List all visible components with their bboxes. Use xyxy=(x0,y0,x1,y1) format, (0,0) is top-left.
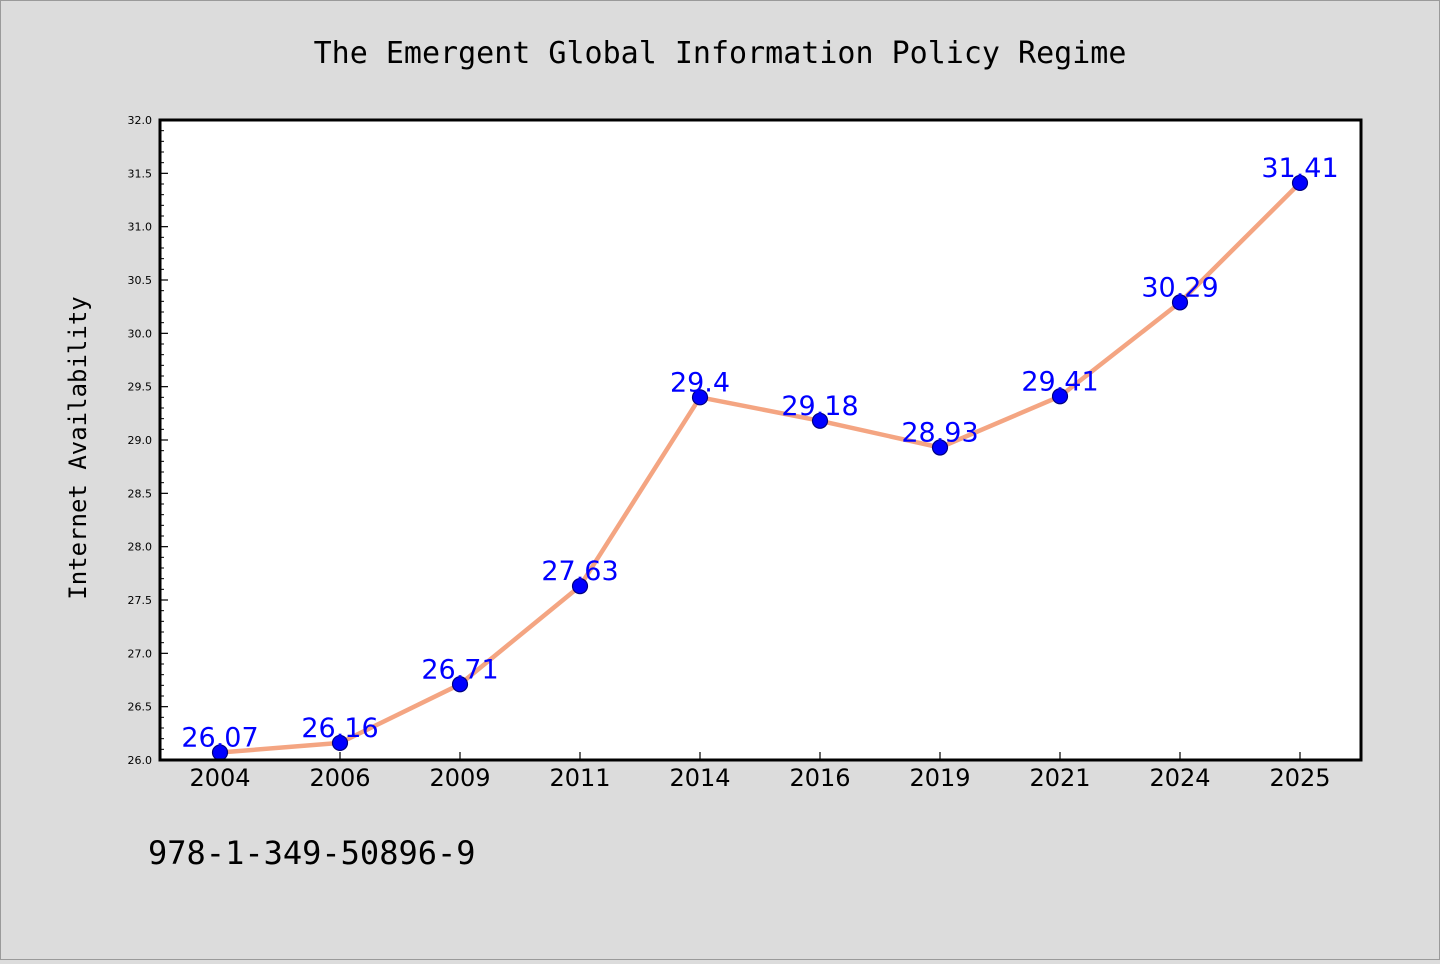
x-tick-label: 2014 xyxy=(669,764,730,792)
data-point-2021 xyxy=(1051,388,1069,405)
x-tick-label: 2011 xyxy=(549,764,610,792)
data-label-2009: 26.71 xyxy=(421,654,498,685)
x-tick-label: 2024 xyxy=(1149,764,1210,792)
data-point-2016 xyxy=(811,412,829,429)
y-tick-label: 26.0 xyxy=(128,754,153,767)
y-tick-label: 32.0 xyxy=(128,114,153,127)
x-tick-label: 2004 xyxy=(189,764,250,792)
y-tick-label: 28.0 xyxy=(128,541,153,554)
y-axis-ticks: 26.0 26.5 27.0 27.5 28.0 28.5 29.0 29.5 30.0 30.5… xyxy=(128,114,168,767)
data-labels: 26.07 26.16 26.71 27.63 29.4 29.18 28.93 29.41 3… xyxy=(181,153,1338,754)
y-tick-label: 30.0 xyxy=(128,327,153,340)
data-markers xyxy=(211,174,1309,761)
data-label-2011: 27.63 xyxy=(541,556,618,587)
y-tick-label: 31.5 xyxy=(128,167,153,180)
data-label-2004: 26.07 xyxy=(181,723,258,754)
x-tick-label: 2006 xyxy=(309,764,370,792)
data-point-2025 xyxy=(1291,174,1309,192)
y-tick-label: 30.5 xyxy=(128,274,153,287)
data-label-2019: 28.93 xyxy=(901,417,978,448)
y-tick-label: 29.5 xyxy=(128,381,153,394)
data-label-2014: 29.4 xyxy=(670,367,730,398)
y-tick-label: 26.5 xyxy=(128,701,153,714)
x-tick-label: 2016 xyxy=(789,764,850,792)
data-label-2016: 29.18 xyxy=(781,391,858,422)
data-point-2019 xyxy=(931,439,949,456)
data-point-2011 xyxy=(571,578,589,595)
y-tick-label: 27.5 xyxy=(128,594,153,607)
y-tick-label: 29.0 xyxy=(128,434,153,447)
data-point-2009 xyxy=(451,676,469,693)
data-label-2006: 26.16 xyxy=(301,713,378,744)
plot-area xyxy=(160,120,1361,760)
footnote-isbn: 978-1-349-50896-9 xyxy=(148,834,476,872)
x-tick-label: 2025 xyxy=(1269,764,1330,792)
y-tick-label: 31.0 xyxy=(128,221,153,234)
data-label-2024: 30.29 xyxy=(1141,272,1218,303)
y-tick-label: 28.5 xyxy=(128,487,153,500)
x-tick-label: 2009 xyxy=(429,764,490,792)
plot-border xyxy=(158,118,1363,762)
data-point-2014 xyxy=(691,389,709,406)
data-label-2021: 29.41 xyxy=(1021,366,1098,397)
data-point-2006 xyxy=(331,734,349,752)
series-line xyxy=(217,180,1303,755)
chart-title: The Emergent Global Information Policy R… xyxy=(314,36,1127,71)
y-tick-label: 27.0 xyxy=(128,647,153,660)
x-tick-label: 2019 xyxy=(909,764,970,792)
x-tick-label: 2021 xyxy=(1029,764,1090,792)
x-axis-ticks: 2004 2006 2009 2011 2014 2016 2019 2021 2024 2025 xyxy=(189,752,1331,792)
y-axis-label: Internet Availability xyxy=(64,296,92,599)
data-point-2024 xyxy=(1171,294,1189,311)
data-label-2025: 31.41 xyxy=(1261,153,1338,184)
